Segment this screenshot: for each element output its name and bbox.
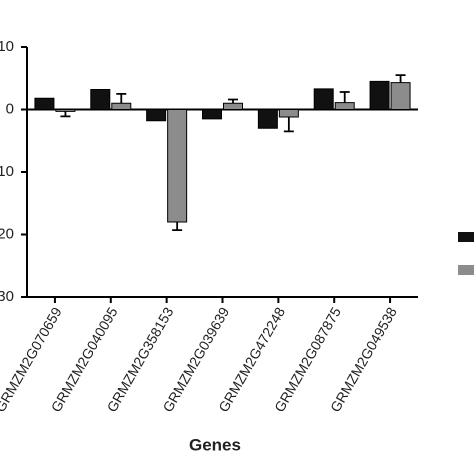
error-bar bbox=[395, 74, 406, 83]
bar bbox=[55, 109, 76, 112]
y-tick-label: 0 bbox=[6, 100, 14, 117]
y-tick-label: -30 bbox=[0, 288, 14, 305]
legend-swatch bbox=[458, 265, 474, 275]
bar bbox=[223, 102, 243, 110]
legend-swatch bbox=[458, 232, 474, 242]
bar bbox=[369, 80, 390, 110]
bar bbox=[257, 109, 278, 129]
y-tick-label: -20 bbox=[0, 225, 14, 242]
bar bbox=[90, 89, 111, 110]
error-bar bbox=[116, 92, 127, 104]
error-bar bbox=[339, 91, 350, 103]
y-tick-label: -10 bbox=[0, 163, 14, 180]
bar bbox=[167, 109, 188, 223]
bar bbox=[313, 88, 334, 110]
bar bbox=[202, 109, 222, 120]
bar bbox=[146, 109, 167, 122]
bar bbox=[111, 102, 132, 110]
y-tick-label: 10 bbox=[0, 38, 14, 55]
error-bar bbox=[60, 111, 71, 118]
bar bbox=[334, 102, 355, 110]
x-axis-title: Genes bbox=[189, 435, 241, 454]
error-bar bbox=[172, 222, 183, 232]
bar bbox=[278, 109, 299, 118]
bar bbox=[390, 82, 411, 110]
error-bar bbox=[228, 98, 238, 104]
error-bar bbox=[283, 117, 294, 133]
bar bbox=[34, 97, 55, 110]
